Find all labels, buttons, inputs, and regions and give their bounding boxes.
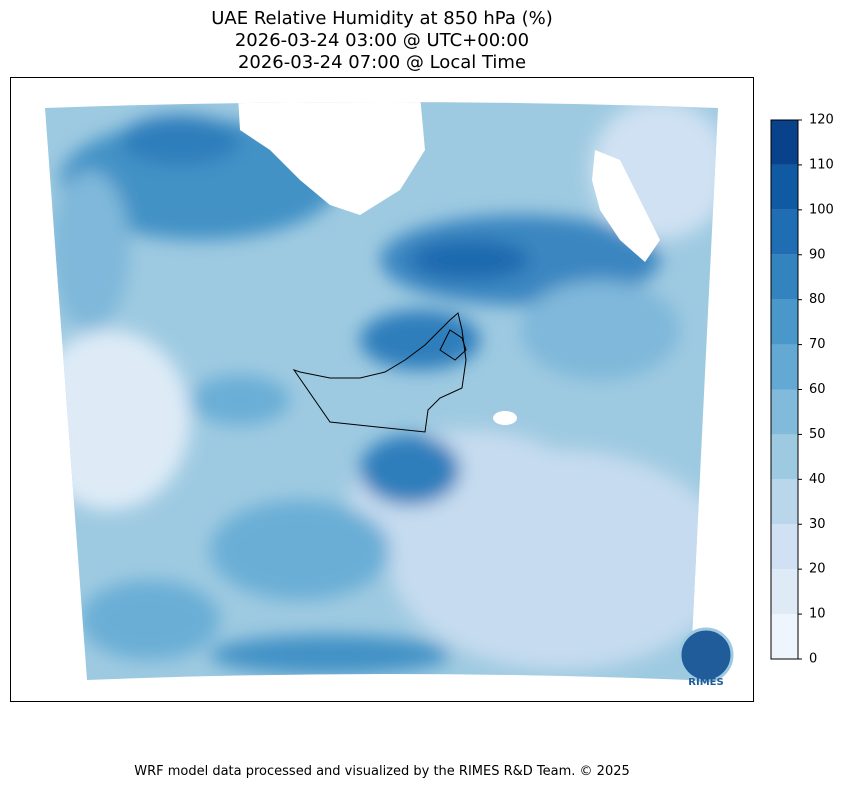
humidity-field bbox=[45, 102, 718, 680]
colorbar-tick-label: 70 bbox=[809, 337, 826, 352]
colorbar-band bbox=[771, 164, 798, 210]
colorbar: 0 10 20 30 40 50 60 70 80 90 100 110 120 bbox=[770, 113, 834, 667]
title: UAE Relative Humidity at 850 hPa (%) bbox=[211, 8, 552, 29]
local-time: 2026-03-24 07:00 @ Local Time bbox=[238, 52, 526, 73]
colorbar-band bbox=[771, 389, 798, 435]
colorbar-tick-label: 90 bbox=[809, 247, 826, 262]
colorbar-band bbox=[771, 209, 798, 255]
colorbar-band bbox=[771, 299, 798, 345]
colorbar-tick-label: 40 bbox=[809, 472, 826, 487]
colorbar-tick-label: 100 bbox=[809, 202, 834, 217]
logo: RIMES bbox=[678, 627, 734, 688]
colorbar-tick-label: 110 bbox=[809, 157, 834, 172]
colorbar-tick-label: 60 bbox=[809, 382, 826, 397]
colorbar-band bbox=[771, 120, 798, 165]
footer-credit: WRF model data processed and visualized … bbox=[134, 764, 630, 779]
colorbar-tick-label: 20 bbox=[809, 562, 826, 577]
uae-boundary bbox=[292, 312, 467, 433]
colorbar-band bbox=[771, 254, 798, 300]
colorbar-tick-label: 50 bbox=[809, 427, 826, 442]
colorbar-tick-label: 0 bbox=[809, 652, 817, 667]
colorbar-band bbox=[771, 524, 798, 570]
logo-text: RIMES bbox=[688, 677, 723, 688]
colorbar-band bbox=[771, 569, 798, 615]
utc-time: 2026-03-24 03:00 @ UTC+00:00 bbox=[235, 30, 529, 51]
colorbar-tick-label: 120 bbox=[809, 113, 834, 128]
colorbar-tick-label: 30 bbox=[809, 517, 826, 532]
colorbar-tick-label: 10 bbox=[809, 607, 826, 622]
colorbar-band bbox=[771, 344, 798, 390]
colorbar-band bbox=[771, 614, 798, 659]
colorbar-band bbox=[771, 479, 798, 525]
colorbar-tick-label: 80 bbox=[809, 292, 826, 307]
map-frame bbox=[10, 77, 754, 702]
colorbar-band bbox=[771, 434, 798, 480]
